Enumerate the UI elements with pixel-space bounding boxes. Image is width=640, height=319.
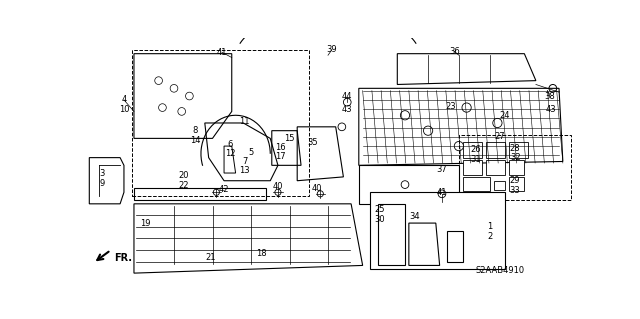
Text: 22: 22 bbox=[178, 181, 189, 190]
Text: 11: 11 bbox=[239, 117, 250, 126]
Text: 14: 14 bbox=[190, 136, 201, 145]
Bar bbox=[509, 160, 524, 175]
Text: 29: 29 bbox=[510, 176, 520, 185]
Bar bbox=[371, 192, 505, 269]
Text: 38: 38 bbox=[545, 92, 555, 100]
Text: 7: 7 bbox=[242, 157, 248, 166]
Text: 6: 6 bbox=[228, 140, 233, 149]
Text: 1: 1 bbox=[487, 222, 492, 231]
Text: 3: 3 bbox=[100, 168, 105, 178]
Bar bbox=[509, 177, 524, 191]
Text: 40: 40 bbox=[311, 184, 322, 193]
Bar bbox=[463, 160, 482, 175]
Text: 8: 8 bbox=[193, 126, 198, 135]
Text: 34: 34 bbox=[409, 212, 420, 221]
Text: FR.: FR. bbox=[114, 253, 132, 263]
Text: 20: 20 bbox=[178, 171, 189, 180]
Text: 32: 32 bbox=[510, 153, 520, 162]
Text: 44: 44 bbox=[342, 92, 353, 101]
Text: 35: 35 bbox=[307, 138, 318, 147]
Text: 18: 18 bbox=[256, 249, 266, 258]
Text: 2: 2 bbox=[487, 233, 492, 241]
Bar bbox=[463, 177, 490, 191]
Text: 26: 26 bbox=[470, 145, 481, 154]
Text: 36: 36 bbox=[449, 47, 460, 56]
Text: S2AAB4910: S2AAB4910 bbox=[476, 266, 524, 275]
Text: 37: 37 bbox=[436, 165, 447, 174]
Text: 24: 24 bbox=[500, 111, 510, 120]
Text: 28: 28 bbox=[510, 144, 520, 153]
Text: 9: 9 bbox=[100, 179, 105, 188]
Bar bbox=[459, 135, 570, 200]
Text: 10: 10 bbox=[118, 105, 129, 115]
Text: 30: 30 bbox=[374, 215, 385, 224]
Bar bbox=[463, 142, 482, 158]
Text: 40: 40 bbox=[273, 182, 283, 191]
Text: 19: 19 bbox=[140, 219, 151, 227]
Text: 33: 33 bbox=[509, 186, 520, 195]
Text: 41: 41 bbox=[436, 188, 447, 197]
Bar bbox=[509, 142, 528, 158]
Text: 16: 16 bbox=[275, 143, 285, 152]
Bar bbox=[132, 50, 308, 196]
Text: 4: 4 bbox=[122, 95, 127, 104]
Text: 13: 13 bbox=[239, 166, 250, 175]
Text: 23: 23 bbox=[446, 101, 456, 111]
Text: 17: 17 bbox=[275, 152, 285, 161]
Bar bbox=[486, 160, 505, 175]
Text: 41: 41 bbox=[216, 48, 227, 57]
Text: 39: 39 bbox=[326, 45, 337, 54]
Text: 27: 27 bbox=[494, 132, 505, 141]
Text: 31: 31 bbox=[470, 155, 481, 164]
Text: 21: 21 bbox=[205, 253, 216, 262]
Bar bbox=[493, 181, 505, 190]
Bar bbox=[486, 142, 505, 158]
Text: 5: 5 bbox=[248, 148, 253, 157]
Text: 43: 43 bbox=[342, 105, 353, 115]
Text: 25: 25 bbox=[374, 205, 385, 214]
Text: 15: 15 bbox=[284, 134, 295, 143]
Text: 12: 12 bbox=[225, 149, 236, 158]
Text: 43: 43 bbox=[546, 105, 557, 115]
Text: 42: 42 bbox=[219, 185, 229, 195]
